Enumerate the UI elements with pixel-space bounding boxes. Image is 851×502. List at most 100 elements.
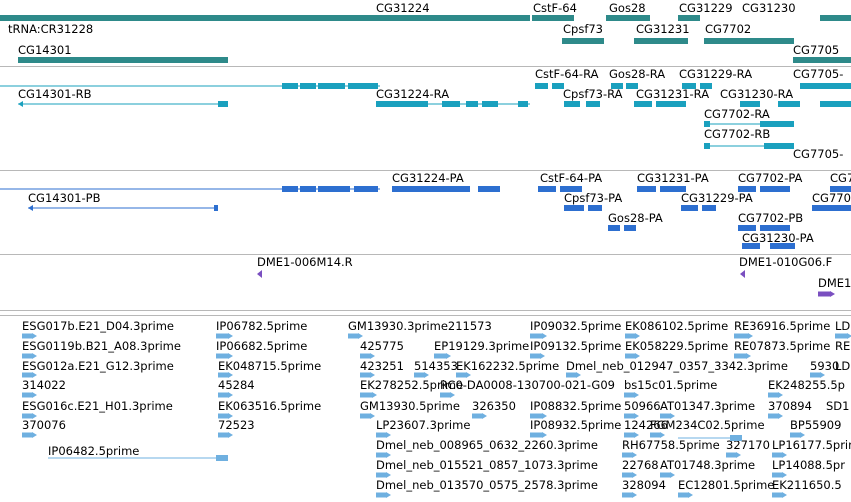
est-glyph[interactable] xyxy=(622,472,632,478)
est-label[interactable]: EK058229.5prime xyxy=(625,339,728,353)
exon-block[interactable] xyxy=(760,225,790,231)
gene-glyph[interactable] xyxy=(820,15,851,21)
exon-block[interactable] xyxy=(742,243,760,249)
exon-block[interactable] xyxy=(634,101,652,107)
gene-glyph[interactable] xyxy=(0,15,530,21)
exon-block[interactable] xyxy=(586,101,600,107)
est-label[interactable]: 22768 xyxy=(622,458,659,472)
est-label[interactable]: EK063516.5prime xyxy=(218,399,321,413)
gene-label[interactable]: CstF-64 xyxy=(533,1,577,15)
est-label[interactable]: EC12801.5prime xyxy=(678,478,774,492)
mrna-label[interactable]: Gos28-RA xyxy=(609,67,665,81)
est-glyph[interactable] xyxy=(216,455,228,461)
est-glyph[interactable] xyxy=(624,392,634,398)
est-glyph[interactable] xyxy=(456,372,466,378)
gene-glyph[interactable] xyxy=(634,38,688,44)
est-glyph[interactable] xyxy=(624,413,634,419)
exon-block[interactable] xyxy=(681,205,698,211)
mrna-label[interactable]: CG7702-RB xyxy=(704,127,770,141)
gene-glyph[interactable] xyxy=(793,57,851,63)
est-glyph[interactable] xyxy=(376,472,386,478)
est-glyph[interactable] xyxy=(434,353,446,359)
exon-block[interactable] xyxy=(564,101,580,107)
protein-label[interactable]: CstF-64-PA xyxy=(540,171,602,185)
feature-glyph[interactable] xyxy=(214,205,218,211)
gene-glyph[interactable] xyxy=(704,38,794,44)
cdna-label[interactable]: DME1 xyxy=(818,276,851,290)
exon-block[interactable] xyxy=(660,186,686,192)
mrna-label[interactable]: CG7705- xyxy=(793,147,843,161)
est-glyph[interactable] xyxy=(22,333,32,339)
exon-block[interactable] xyxy=(738,186,756,192)
est-glyph[interactable] xyxy=(22,432,32,438)
exon-block[interactable] xyxy=(466,101,478,107)
est-label[interactable]: RE36916.5prime xyxy=(734,319,830,333)
exon-block[interactable] xyxy=(608,225,620,231)
est-label[interactable]: BP55909 xyxy=(790,418,841,432)
est-glyph[interactable] xyxy=(625,353,635,359)
est-glyph[interactable] xyxy=(624,432,634,438)
est-label[interactable]: RC0-DA0008-130700-021-G09 xyxy=(440,378,615,392)
est-glyph[interactable] xyxy=(660,472,670,478)
exon-block[interactable] xyxy=(560,186,582,192)
exon-block[interactable] xyxy=(626,83,638,89)
est-label[interactable]: 314022 xyxy=(22,378,66,392)
est-glyph[interactable] xyxy=(530,413,542,419)
est-label[interactable]: GM13930.5prime xyxy=(360,399,460,413)
exon-block[interactable] xyxy=(770,243,795,249)
gene-label[interactable]: Gos28 xyxy=(609,1,646,15)
exon-block[interactable] xyxy=(300,83,316,89)
est-label[interactable]: IP08932.5prime xyxy=(530,418,621,432)
est-glyph[interactable] xyxy=(218,372,228,378)
mrna-label[interactable]: CG31231-RA xyxy=(636,87,709,101)
gene-glyph[interactable] xyxy=(562,38,604,44)
gene-label[interactable]: CG31230 xyxy=(742,1,796,15)
exon-block[interactable] xyxy=(442,101,460,107)
est-glyph[interactable] xyxy=(772,472,782,478)
est-glyph[interactable] xyxy=(790,432,800,438)
est-glyph[interactable] xyxy=(772,492,782,498)
est-glyph[interactable] xyxy=(376,432,386,438)
est-label[interactable]: RE xyxy=(835,339,850,353)
exon-block[interactable] xyxy=(282,186,298,192)
est-label[interactable]: LP16177.5prime xyxy=(772,438,851,452)
mrna-label[interactable]: CstF-64-RA xyxy=(535,67,599,81)
est-glyph[interactable] xyxy=(360,392,372,398)
est-label[interactable]: ESG016c.E21_H01.3prime xyxy=(22,399,173,413)
exon-block[interactable] xyxy=(830,186,851,192)
exon-block[interactable] xyxy=(482,101,498,107)
est-glyph[interactable] xyxy=(726,452,736,458)
cdna-label[interactable]: DME1-006M14.R xyxy=(257,255,353,269)
est-label[interactable]: Dmel_neb_008965_0632_2260.3prime xyxy=(376,438,598,452)
exon-block[interactable] xyxy=(704,121,710,127)
gene-label[interactable]: CG7702 xyxy=(705,22,751,36)
gene-glyph[interactable] xyxy=(678,15,700,21)
est-glyph[interactable] xyxy=(376,492,386,498)
est-glyph[interactable] xyxy=(22,392,32,398)
cdna-glyph[interactable] xyxy=(257,270,262,278)
protein-label[interactable]: CG31229-PA xyxy=(681,191,753,205)
cdna-glyph[interactable] xyxy=(818,291,830,297)
est-glyph[interactable] xyxy=(734,353,746,359)
gene-label[interactable]: CG31231 xyxy=(636,22,690,36)
exon-block[interactable] xyxy=(820,101,851,107)
est-label[interactable]: bs15c01.5prime xyxy=(624,378,717,392)
exon-block[interactable] xyxy=(354,186,378,192)
est-label[interactable]: IP06482.5prime xyxy=(48,444,139,458)
exon-block[interactable] xyxy=(300,186,316,192)
exon-block[interactable] xyxy=(812,205,851,211)
exon-block[interactable] xyxy=(700,83,712,89)
est-glyph[interactable] xyxy=(530,333,542,339)
est-glyph[interactable] xyxy=(734,333,748,339)
mrna-label[interactable]: CG31229-RA xyxy=(679,67,752,81)
est-glyph[interactable] xyxy=(218,413,228,419)
gene-label[interactable]: Cpsf73 xyxy=(563,22,603,36)
est-label[interactable]: EK162232.5prime xyxy=(456,359,559,373)
exon-block[interactable] xyxy=(764,143,794,149)
gene-label[interactable]: tRNA:CR31228 xyxy=(8,22,93,36)
exon-block[interactable] xyxy=(538,186,556,192)
protein-label[interactable]: CG7 xyxy=(830,171,851,185)
est-glyph[interactable] xyxy=(216,333,228,339)
est-label[interactable]: ESG012a.E21_G12.3prime xyxy=(22,359,174,373)
exon-block[interactable] xyxy=(535,83,548,89)
